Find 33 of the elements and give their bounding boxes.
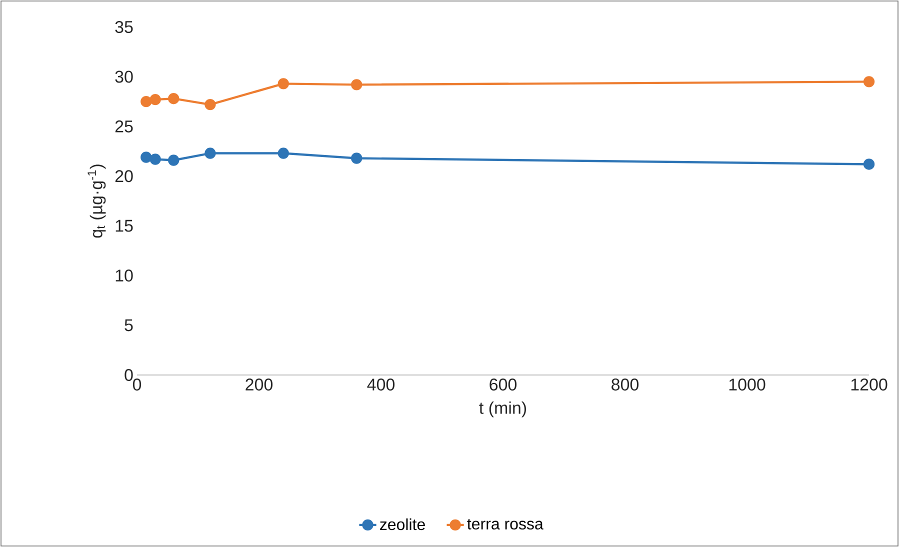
point xyxy=(140,152,152,163)
point xyxy=(278,148,290,159)
point xyxy=(204,98,216,110)
y-tick-label: 15 xyxy=(116,220,133,232)
point xyxy=(204,148,216,159)
x-tick-label: 1200 xyxy=(851,378,888,391)
x-tick-label: 800 xyxy=(612,378,639,391)
y-tick-label: 0 xyxy=(124,368,133,382)
x-tick-label: 0 xyxy=(132,378,142,391)
x-tick-label: 1000 xyxy=(729,378,766,391)
x-axis-title: t (min) xyxy=(479,401,526,418)
point xyxy=(140,96,152,108)
point xyxy=(863,158,875,170)
point xyxy=(863,76,875,88)
y-tick-label: 30 xyxy=(115,70,133,83)
point xyxy=(150,154,161,165)
x-tick-label: 600 xyxy=(490,378,517,391)
point xyxy=(278,78,290,90)
y-tick-label: 10 xyxy=(116,270,133,282)
point xyxy=(168,154,180,166)
x-tick-label: 400 xyxy=(367,378,395,391)
legend-label: zeolite xyxy=(380,518,425,530)
point xyxy=(168,92,180,104)
y-tick-label: 35 xyxy=(115,20,133,34)
y-tick-label: 5 xyxy=(124,319,133,332)
y-tick-label: 25 xyxy=(115,120,133,132)
point xyxy=(351,79,362,90)
y-axis-title: q$_{t}$ (µg·g$^{-1}$) xyxy=(88,164,106,238)
legend-label: terra rossa xyxy=(467,519,544,530)
y-tick-label: 20 xyxy=(115,170,133,182)
x-tick-label: 200 xyxy=(246,378,273,391)
point xyxy=(351,152,362,164)
point xyxy=(150,94,161,106)
